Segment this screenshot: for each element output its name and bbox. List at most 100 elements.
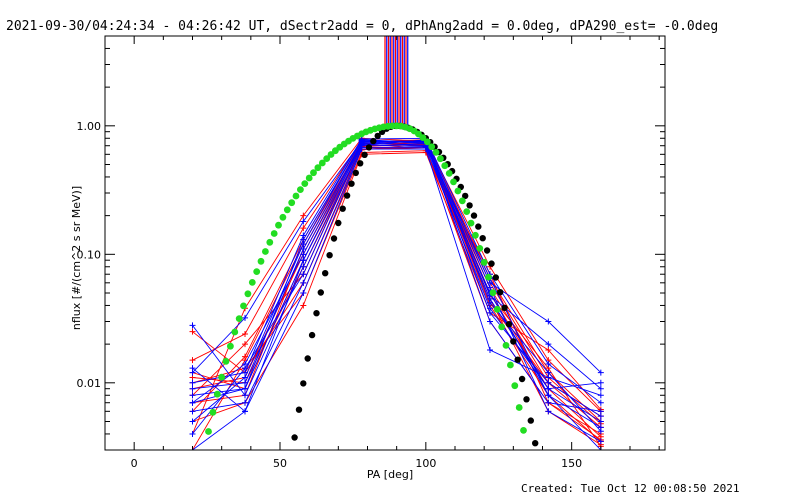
flux-series-line: [192, 142, 602, 450]
flux-data-point: [189, 328, 196, 335]
model-point-green: [467, 219, 475, 227]
flux-data-point: [300, 279, 307, 286]
model-point-green: [314, 164, 322, 172]
model-point-black: [488, 260, 495, 267]
flux-data-point: [300, 271, 307, 278]
flux-series-layer: [189, 36, 604, 450]
flux-data-point: [545, 392, 552, 399]
model-point-green: [283, 206, 291, 214]
flux-series-line: [192, 137, 602, 435]
model-point-green: [301, 180, 309, 188]
chart-title: 2021-09-30/04:24:34 - 04:26:42 UT, dSect…: [6, 19, 719, 34]
model-point-green: [253, 268, 261, 275]
x-tick-label: 100: [415, 457, 436, 470]
model-point-green: [323, 155, 331, 163]
flux-data-point: [300, 218, 307, 225]
model-point-green: [310, 169, 317, 177]
model-point-black: [470, 212, 478, 219]
x-axis-label: PA [deg]: [367, 468, 413, 481]
flux-data-point: [597, 418, 604, 425]
model-point-green: [498, 323, 506, 331]
plot-frame: [104, 35, 666, 451]
flux-data-point: [242, 392, 248, 399]
model-point-green: [257, 257, 265, 265]
model-point-green: [445, 170, 453, 177]
model-point-green: [450, 178, 457, 186]
y-tick-label: 0.10: [77, 248, 102, 261]
axis-layer: 0 50 100 150 0.01 0.10 1.00: [77, 35, 665, 470]
flux-data-point: [597, 428, 604, 435]
flux-series-line: [192, 148, 601, 450]
x-tick-label: 50: [273, 457, 287, 470]
flux-series-line: [192, 144, 602, 450]
flux-data-point: [189, 385, 196, 392]
model-point-black: [475, 223, 482, 230]
flux-data-point: [545, 385, 552, 392]
flux-data-point: [597, 379, 604, 386]
model-point-green: [489, 289, 497, 297]
flux-data-point: [545, 347, 552, 354]
flux-data-point: [189, 418, 196, 425]
model-point-green: [209, 408, 217, 416]
model-point-green: [292, 192, 300, 200]
model-point-black: [518, 375, 526, 383]
flux-data-point: [242, 399, 248, 406]
flux-data-point: [300, 245, 307, 252]
flux-series-line: [192, 137, 602, 404]
model-point-green: [279, 213, 287, 221]
model-point-black: [527, 417, 534, 424]
flux-data-point: [189, 365, 196, 372]
flux-data-point: [545, 369, 552, 376]
flux-data-point: [242, 330, 248, 337]
model-point-green: [244, 290, 252, 298]
model-point-green: [288, 199, 296, 207]
model-point-green: [515, 404, 523, 411]
model-point-black: [462, 192, 469, 200]
model-point-black: [466, 202, 473, 209]
flux-series-line: [192, 150, 602, 446]
flux-series-line: [192, 143, 602, 442]
model-point-black: [335, 219, 342, 227]
model-point-green: [235, 315, 243, 322]
flux-data-point: [300, 236, 307, 243]
model-point-green: [507, 361, 514, 369]
x-tick-label: 0: [131, 457, 138, 470]
flux-data-point: [300, 263, 307, 270]
model-point-black: [492, 274, 499, 281]
flux-data-point: [300, 302, 307, 309]
model-point-black: [291, 434, 298, 441]
flux-data-point: [242, 408, 248, 415]
flux-data-point: [242, 314, 248, 321]
flux-data-point: [242, 341, 248, 348]
model-point-black: [304, 355, 311, 362]
model-point-black: [483, 247, 491, 254]
flux-data-point: [189, 322, 196, 329]
model-point-black: [505, 321, 513, 328]
flux-series-line: [192, 142, 602, 417]
model-point-green: [419, 134, 427, 142]
model-point-black: [361, 151, 368, 158]
flux-data-point: [300, 212, 307, 219]
model-point-black: [330, 235, 338, 242]
model-point-black: [322, 270, 329, 277]
flux-data-point: [189, 357, 196, 364]
model-point-green: [227, 342, 234, 350]
model-point-green: [511, 382, 519, 390]
model-point-green: [472, 231, 479, 239]
flux-data-point: [597, 438, 604, 445]
model-point-black: [300, 380, 307, 387]
flux-data-point: [597, 399, 604, 406]
flux-data-point: [300, 225, 307, 232]
flux-data-point: [189, 430, 196, 437]
model-point-green: [231, 328, 239, 336]
model-point-green: [520, 427, 527, 434]
flux-data-point: [597, 392, 604, 399]
model-point-green: [423, 138, 431, 146]
flux-data-point: [358, 137, 365, 144]
model-point-green: [297, 186, 304, 194]
flux-data-point: [300, 289, 307, 296]
model-point-green: [327, 151, 335, 158]
model-point-black: [317, 289, 324, 296]
flux-data-point: [597, 369, 604, 376]
